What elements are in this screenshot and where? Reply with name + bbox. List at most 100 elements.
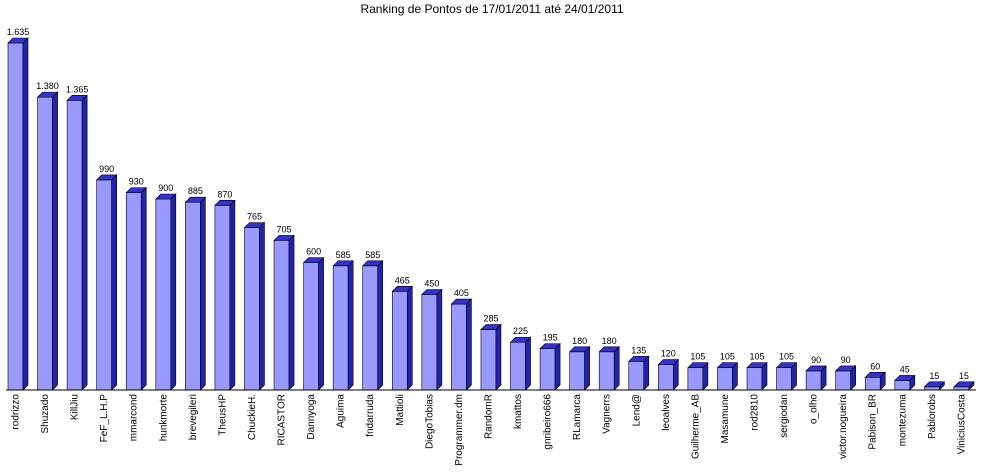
bar-group: 90 victor.nogueira: [834, 355, 857, 459]
bar: [569, 351, 585, 391]
category-label: rod2810: [750, 394, 761, 431]
value-label: 405: [454, 288, 469, 298]
bar-group: 1.365 KillJiu: [66, 84, 89, 420]
bar-group: 105 rod2810: [746, 352, 768, 431]
value-label: 105: [720, 352, 735, 362]
category-label: Dannyoga: [306, 394, 317, 440]
bar: [687, 367, 704, 391]
bar-group: 900 hunkmorte: [155, 183, 177, 442]
value-label: 1.365: [66, 84, 89, 94]
value-label: 15: [959, 371, 969, 381]
bar: [598, 351, 615, 391]
value-label: 930: [129, 177, 144, 187]
category-label: Guilherme_AB: [690, 394, 701, 459]
bar-side: [318, 256, 324, 391]
bar-side: [820, 365, 827, 391]
value-label: 45: [900, 364, 910, 374]
category-label: KillJiu: [70, 394, 81, 420]
bar-group: 90 o_olho: [805, 355, 827, 424]
bar: [125, 192, 142, 391]
bar: [185, 201, 201, 391]
value-label: 105: [749, 352, 764, 362]
bar-group: 135 Lend@: [628, 345, 650, 426]
value-label: 285: [483, 314, 498, 324]
category-label: o_olho: [809, 394, 820, 424]
bar: [7, 42, 24, 391]
bar-side: [554, 342, 561, 391]
bar-group: 930 mmarcond: [125, 177, 147, 441]
bar: [273, 240, 290, 391]
bar: [66, 100, 83, 391]
category-label: brevegileri: [188, 394, 199, 440]
bar-side: [673, 358, 679, 391]
value-label: 765: [247, 212, 262, 222]
bar: [244, 227, 260, 391]
bar: [303, 262, 319, 391]
category-label: FeF_L.H.P: [99, 394, 110, 443]
bar-side: [791, 361, 797, 391]
bar-group: 585 fndarruda: [361, 250, 384, 437]
bar-group: 180 Vagnerrs: [598, 336, 620, 434]
bar-side: [525, 336, 531, 391]
bar-side: [968, 381, 975, 391]
bar-group: 60 Pabison_BR: [864, 361, 886, 450]
bar: [37, 96, 53, 391]
bar: [776, 367, 792, 391]
bar: [155, 198, 172, 391]
bar-side: [761, 361, 768, 391]
value-label: 585: [336, 250, 351, 260]
category-label: TheusHP: [217, 394, 228, 436]
bar-group: 450 DiegoTobias: [421, 278, 443, 449]
value-label: 870: [217, 189, 232, 199]
category-label: victor.nogueira: [838, 394, 849, 459]
category-label: Mattioli: [395, 394, 406, 426]
bar-side: [259, 221, 265, 391]
bar-group: 45 montezuma: [894, 364, 916, 446]
bar-group: 180 RLamarca: [568, 336, 591, 441]
value-label: 105: [690, 352, 705, 362]
bar: [362, 265, 379, 391]
bar-side: [288, 234, 295, 391]
category-label: Shuzado: [40, 394, 51, 434]
category-label: hunkmorte: [158, 394, 169, 442]
bar: [451, 303, 467, 391]
category-label: RLamarca: [572, 394, 583, 441]
bar-side: [81, 94, 88, 391]
bar-side: [850, 365, 856, 391]
value-label: 180: [602, 336, 617, 346]
bar: [894, 380, 911, 391]
value-label: 15: [929, 371, 939, 381]
value-label: 900: [158, 183, 173, 193]
bar-side: [200, 196, 206, 391]
value-label: 105: [779, 352, 794, 362]
category-label: Vagnerrs: [602, 394, 613, 434]
value-label: 450: [424, 278, 439, 288]
category-label: ChuckieH.: [247, 394, 258, 440]
bar-group: 885 brevegileri: [184, 186, 207, 440]
bar-side: [879, 371, 886, 391]
bar-side: [495, 323, 502, 391]
bar: [421, 294, 438, 391]
bar-side: [584, 346, 590, 391]
bar-group: 705 RICASTOR: [273, 224, 295, 446]
value-label: 1.380: [36, 81, 59, 91]
bar: [96, 179, 112, 391]
category-label: rodrizzo: [11, 394, 22, 430]
bar-side: [111, 174, 117, 391]
bar-side: [466, 298, 472, 391]
bar-side: [613, 346, 620, 391]
value-label: 600: [306, 247, 321, 257]
bar-side: [909, 374, 916, 391]
bar: [746, 367, 763, 391]
value-label: 225: [513, 326, 528, 336]
category-label: sergiodan: [779, 394, 790, 438]
bar-group: 1.380 Shuzado: [36, 81, 59, 433]
bar-side: [140, 186, 147, 391]
value-label: 465: [395, 275, 410, 285]
value-label: 885: [188, 186, 203, 196]
bar-group: 195 gnribeiro666: [539, 333, 561, 450]
category-label: Aguima: [336, 394, 347, 428]
bar-side: [52, 91, 58, 391]
bar-group: 105 sergiodan: [775, 352, 798, 438]
bar-group: 1.635 rodrizzo: [7, 27, 30, 430]
